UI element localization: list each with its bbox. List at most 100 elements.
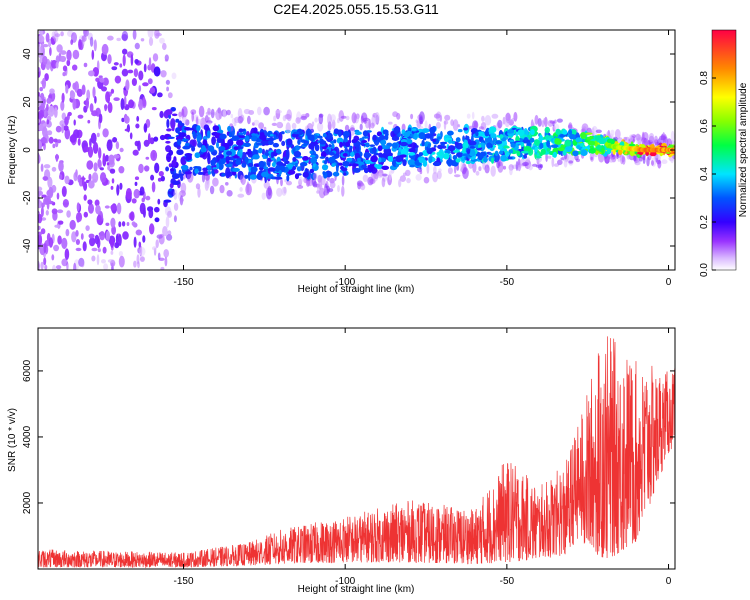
spectrogram-cell: [58, 220, 64, 225]
spectrogram-cell: [309, 150, 314, 154]
spectrogram-cell: [159, 134, 166, 141]
spectrogram-cell: [587, 140, 596, 146]
spectrogram-cell: [201, 145, 206, 152]
spectrogram-cell: [38, 118, 41, 124]
spectrogram-cell: [233, 146, 239, 151]
spectrogram-cell: [568, 129, 573, 136]
spectrogram-cell: [81, 84, 86, 95]
spectrogram-cell: [467, 148, 471, 155]
spectrogram-cell: [71, 32, 77, 43]
snr-marks: [38, 336, 675, 569]
spectrogram-cell: [327, 130, 331, 133]
spectrogram-cell: [165, 166, 170, 172]
spectrogram-cell: [269, 134, 274, 137]
spectrogram-cell: [150, 174, 155, 181]
spectrogram-cell: [319, 140, 327, 145]
spectrogram-cell: [257, 106, 262, 116]
spectrogram-cell: [138, 163, 144, 174]
spectrogram-cell: [355, 145, 360, 153]
spectrogram-cell: [237, 193, 245, 198]
spectrogram-cell: [446, 159, 454, 166]
spectrogram-cell: [41, 194, 47, 198]
spectrogram-cell: [498, 146, 503, 150]
spectrogram-cell: [293, 131, 300, 135]
spectrogram-cell: [61, 123, 64, 134]
spectrogram-cell: [318, 113, 324, 125]
spectrogram-cell: [118, 251, 123, 257]
spectrogram-cell: [171, 159, 177, 167]
spectrogram-cell: [164, 58, 169, 62]
spectrogram-cell: [419, 111, 425, 123]
spectrogram-cell: [175, 118, 180, 123]
spectrogram-cell: [81, 175, 85, 188]
spectrogram-cell: [452, 119, 459, 131]
spectrogram-cell: [83, 30, 87, 36]
spectrogram-cell: [130, 54, 134, 66]
spectrogram-cell: [462, 167, 469, 180]
spectrogram-cell: [377, 145, 383, 152]
figure-title: C2E4.2025.055.15.53.G11: [273, 1, 439, 17]
spectrogram-cell: [327, 113, 332, 126]
spectrogram-cell: [261, 148, 265, 155]
spectrogram-cell: [370, 155, 378, 163]
spectrogram-x-label: Height of straight line (km): [298, 284, 415, 295]
spectrogram-cell: [107, 54, 112, 65]
spectrogram-cell: [89, 237, 96, 247]
spectrogram-cell: [661, 159, 668, 164]
spectrogram-cell: [142, 82, 149, 87]
spectrogram-cell: [408, 148, 416, 153]
spectrogram-cell: [196, 135, 202, 142]
spectrogram-cell: [39, 87, 43, 92]
spectrogram-cell: [486, 142, 492, 149]
spectrogram-cell: [585, 132, 593, 135]
spectrogram-cell: [563, 159, 568, 168]
spectrogram-cell: [372, 134, 377, 141]
spectrogram-cell: [163, 199, 172, 203]
spectrogram-cell: [110, 88, 115, 94]
spectrogram-cell: [297, 139, 301, 145]
spectrogram-cell: [149, 223, 155, 235]
spectrogram-cell: [137, 140, 141, 152]
spectrogram-cell: [432, 138, 437, 142]
spectrogram-cell: [198, 105, 205, 118]
spectrogram-cell: [125, 79, 130, 91]
spectrogram-cell: [212, 167, 217, 170]
spectrogram-cell: [131, 198, 137, 204]
spectrogram-cell: [276, 121, 282, 128]
spectrogram-cell: [97, 248, 101, 253]
spectrogram-cell: [118, 234, 122, 247]
spectrogram-cell: [415, 119, 419, 123]
spectrogram-cell: [67, 111, 72, 117]
spectrogram-cell: [66, 210, 71, 218]
spectrogram-cell: [296, 185, 304, 189]
spectrogram-cell: [180, 156, 187, 166]
spectrogram-cell: [456, 152, 464, 158]
spectrogram-cell: [179, 198, 184, 202]
spectrogram-cell: [317, 135, 323, 139]
y-tick-label: 40: [22, 48, 33, 60]
spectrogram-cell: [286, 180, 292, 186]
spectrogram-cell: [508, 139, 515, 143]
spectrogram-cell: [576, 145, 581, 149]
spectrogram-cell: [537, 118, 542, 127]
spectrogram-cell: [143, 123, 148, 133]
spectrogram-cell: [53, 244, 60, 252]
spectrogram-cell: [362, 174, 369, 182]
spectrogram-cell: [540, 148, 546, 155]
spectrogram-cell: [121, 221, 126, 227]
spectrogram-cell: [369, 144, 376, 147]
spectrogram-cell: [523, 154, 527, 159]
spectrogram-cell: [48, 136, 54, 144]
spectrogram-cell: [153, 136, 159, 142]
spectrogram-cell: [142, 96, 146, 107]
colorbar-tick-label: 0.4: [699, 167, 710, 181]
spectrogram-cell: [65, 84, 69, 94]
spectrogram-cell: [568, 160, 573, 164]
spectrogram-cell: [135, 123, 140, 129]
spectrogram-cell: [113, 97, 120, 101]
spectrogram-cell: [637, 134, 642, 146]
spectrogram-cell: [495, 140, 503, 145]
spectrogram-cell: [54, 224, 60, 228]
spectrogram-cell: [83, 194, 87, 201]
spectrogram-cell: [211, 170, 214, 174]
